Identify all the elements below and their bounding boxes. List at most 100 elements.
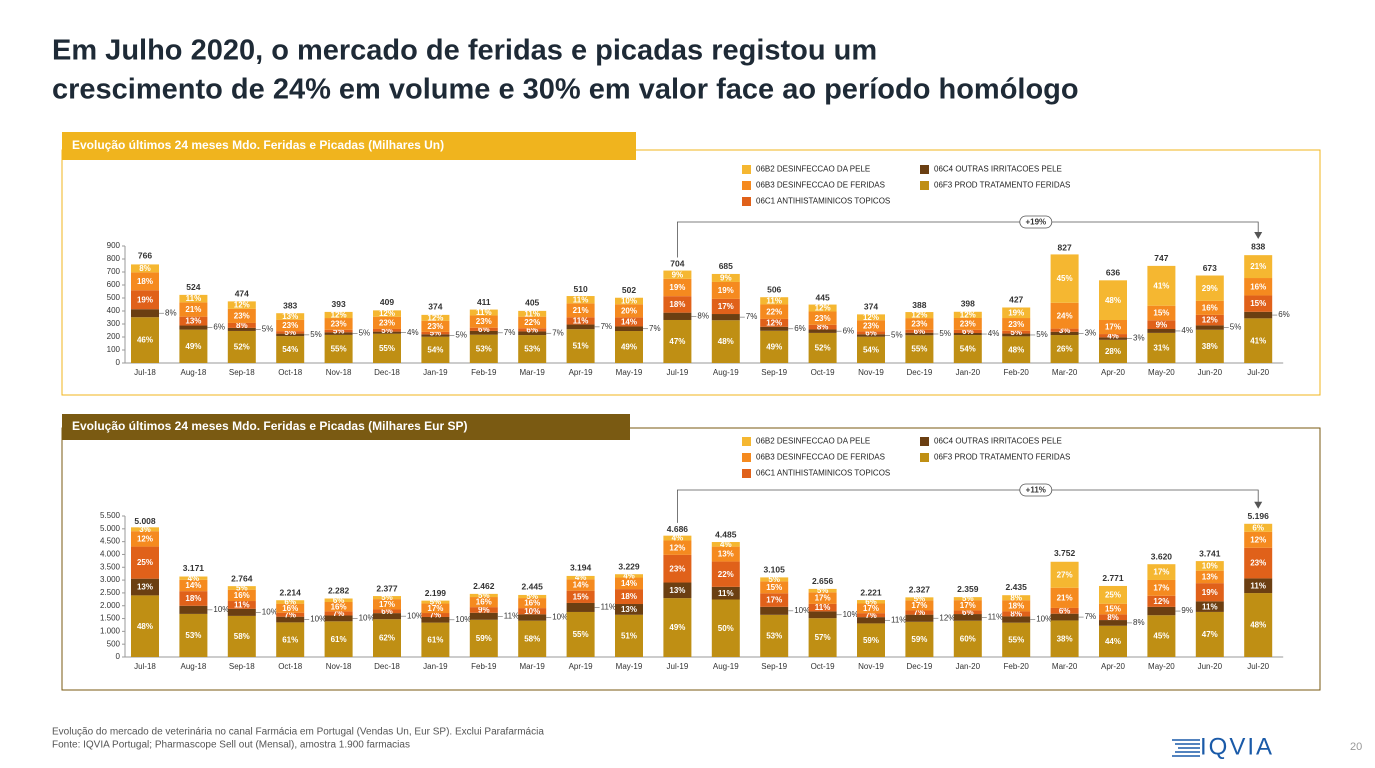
bar-segment <box>1244 278 1273 296</box>
bar-segment <box>857 331 885 335</box>
data-label: 15% <box>1105 605 1121 614</box>
total-label: 2.656 <box>812 576 834 586</box>
total-label: 502 <box>622 285 636 295</box>
data-label: 16% <box>1250 282 1266 291</box>
bar-segment <box>615 304 643 318</box>
total-label: 524 <box>186 282 200 292</box>
bar-segment <box>373 619 401 657</box>
bar-segment <box>1002 616 1031 623</box>
bar-segment <box>905 335 934 363</box>
x-tick-label: Apr-19 <box>569 368 594 377</box>
bar-segment <box>857 600 885 604</box>
total-label: 409 <box>380 297 394 307</box>
data-label: 28% <box>1105 347 1121 356</box>
data-label: 12% <box>427 313 443 322</box>
data-label: 5% <box>1036 330 1048 339</box>
bar-segment <box>276 612 305 617</box>
data-label: 38% <box>1057 634 1073 643</box>
bar-segment <box>276 603 305 613</box>
data-label: 3% <box>139 525 151 534</box>
legend-label: 06C1 ANTIHISTAMINICOS TOPICOS <box>756 197 890 206</box>
data-label: 11% <box>524 309 540 318</box>
data-label: 12% <box>1250 535 1266 544</box>
data-label: 5% <box>430 329 442 338</box>
data-label: 8% <box>165 308 177 317</box>
data-label: 57% <box>815 633 831 642</box>
total-label: 2.462 <box>473 581 495 591</box>
bar-segment <box>373 613 401 620</box>
total-label: 2.359 <box>957 584 979 594</box>
data-label: 3% <box>1085 329 1097 338</box>
bar-segment <box>711 599 740 657</box>
bar-segment <box>518 598 547 609</box>
bar-segment <box>1099 625 1127 657</box>
data-label: 23% <box>331 320 347 329</box>
data-label: 6% <box>213 323 225 332</box>
x-tick-label: Mar-20 <box>1052 662 1078 671</box>
data-label: 16% <box>524 599 540 608</box>
bar-segment <box>711 273 740 282</box>
data-label: 15% <box>1250 299 1266 308</box>
panel-border <box>61 427 1321 691</box>
data-label: 9% <box>1181 606 1193 615</box>
data-label: 5% <box>914 594 926 603</box>
bar-segment <box>276 313 305 320</box>
bar-segment <box>566 317 595 325</box>
total-label: 427 <box>1009 295 1023 305</box>
data-label: 9% <box>1156 320 1168 329</box>
bar-segment <box>663 312 692 320</box>
data-label: 13% <box>282 312 298 321</box>
data-label: 11% <box>573 317 589 326</box>
data-label: 53% <box>524 345 540 354</box>
bar-segment <box>373 596 401 600</box>
data-label: 5% <box>1230 323 1242 332</box>
panel-header <box>62 132 636 160</box>
bar-segment <box>324 329 353 333</box>
total-label: 3.620 <box>1151 551 1173 561</box>
data-label: 17% <box>911 601 927 610</box>
data-label: 13% <box>718 550 734 559</box>
bar-segment <box>953 317 982 330</box>
data-label: 55% <box>331 345 347 354</box>
bar-segment <box>1147 595 1176 607</box>
data-label: 12% <box>137 534 153 543</box>
data-label: 15% <box>573 592 589 601</box>
bar-segment <box>663 535 692 541</box>
bar-segment <box>1099 339 1127 363</box>
bar-segment <box>760 297 789 305</box>
data-label: 6% <box>284 598 296 607</box>
bar-segment <box>1195 314 1224 326</box>
bar-segment <box>711 542 740 547</box>
footnote: Evolução do mercado de veterinária no ca… <box>52 727 544 738</box>
y-tick-label: 0 <box>116 358 121 367</box>
total-label: 3.229 <box>618 561 640 571</box>
x-tick-label: Jul-19 <box>667 368 689 377</box>
bar-segment <box>1147 320 1176 330</box>
data-label: 11% <box>573 295 589 304</box>
bar-segment <box>905 610 934 615</box>
data-label: 53% <box>185 631 201 640</box>
bar-segment <box>566 590 595 603</box>
data-label: 10% <box>524 607 540 616</box>
x-tick-label: Feb-20 <box>1004 662 1030 671</box>
bar-segment <box>1099 280 1127 321</box>
data-label: 23% <box>960 320 976 329</box>
data-label: 22% <box>766 307 782 316</box>
bar-segment <box>469 612 498 620</box>
bar-segment <box>760 577 789 582</box>
total-label: 2.282 <box>328 586 350 596</box>
data-label: 54% <box>960 345 976 354</box>
bar-segment <box>1002 318 1031 331</box>
data-label: 18% <box>1008 601 1024 610</box>
bar-segment <box>953 614 982 621</box>
total-label: 445 <box>816 292 830 302</box>
x-tick-label: Jul-18 <box>134 662 156 671</box>
bar-segment <box>760 330 789 363</box>
x-tick-label: Jun-20 <box>1198 662 1223 671</box>
total-label: 2.327 <box>909 585 931 595</box>
panel-header <box>62 414 630 440</box>
panel-title: Evolução últimos 24 meses Mdo. Feridas e… <box>72 419 467 433</box>
data-label: 19% <box>1202 588 1218 597</box>
data-label: 62% <box>379 634 395 643</box>
data-label: 12% <box>379 309 395 318</box>
